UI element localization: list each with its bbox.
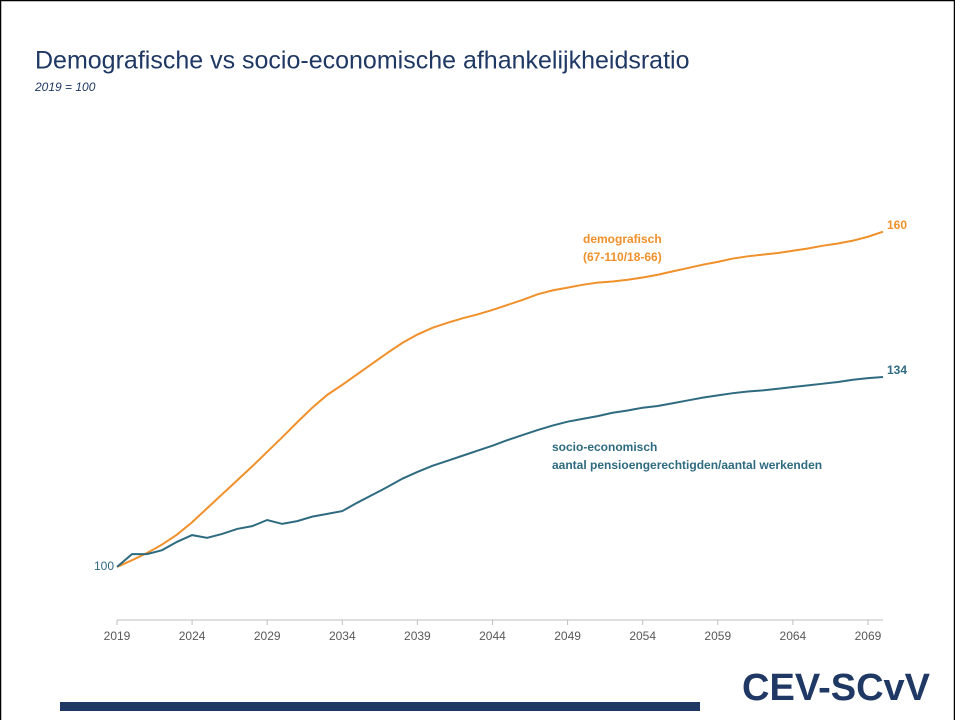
series-label: aantal pensioengerechtigden/aantal werke…	[552, 458, 822, 472]
start-label: 100	[94, 559, 114, 573]
x-tick-label: 2069	[855, 629, 882, 643]
x-tick-label: 2019	[104, 629, 131, 643]
x-tick-label: 2029	[254, 629, 281, 643]
x-tick-label: 2054	[629, 629, 656, 643]
x-tick-label: 2024	[179, 629, 206, 643]
x-tick-label: 2059	[704, 629, 731, 643]
end-label: 134	[887, 363, 907, 377]
chart-title: Demografische vs socio-economische afhan…	[35, 47, 689, 75]
series-line	[116, 230, 884, 568]
series-line	[116, 375, 884, 568]
x-tick-label: 2034	[329, 629, 356, 643]
x-tick-label: 2044	[479, 629, 506, 643]
x-tick-label: 2049	[554, 629, 581, 643]
end-label: 160	[887, 218, 907, 232]
logo: CEV-SCvV	[742, 667, 931, 709]
x-tick-label: 2064	[780, 629, 807, 643]
footer-bar	[60, 702, 700, 711]
chart-subtitle: 2019 = 100	[34, 80, 96, 94]
x-tick-label: 2039	[404, 629, 431, 643]
series-label: socio-economisch	[552, 440, 657, 454]
series-label: demografisch	[583, 232, 662, 246]
series-label: (67-110/18-66)	[583, 250, 662, 264]
